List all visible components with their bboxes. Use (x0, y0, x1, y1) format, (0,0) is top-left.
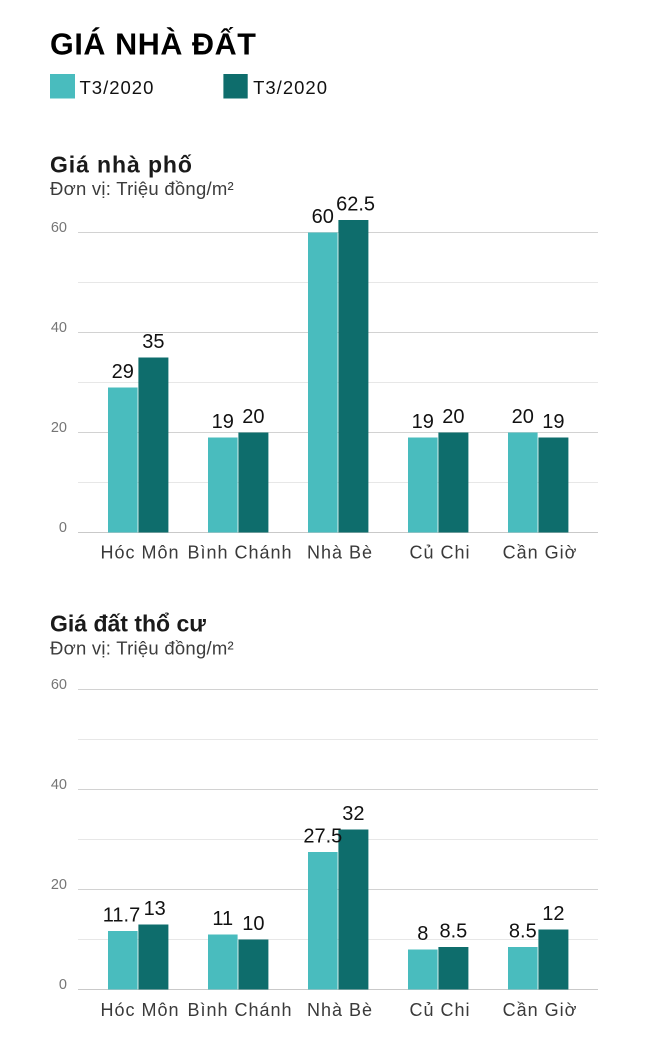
svg-text:20: 20 (51, 420, 67, 436)
svg-text:GIÁ NHÀ ĐẤT: GIÁ NHÀ ĐẤT (50, 27, 257, 62)
svg-text:35: 35 (142, 331, 164, 353)
svg-text:T3/2020: T3/2020 (80, 77, 155, 98)
svg-text:11.7: 11.7 (103, 905, 140, 927)
svg-text:0: 0 (59, 520, 67, 536)
svg-text:12: 12 (542, 903, 564, 925)
svg-text:19: 19 (542, 411, 564, 433)
svg-text:10: 10 (242, 913, 264, 935)
svg-text:Bình Chánh: Bình Chánh (187, 543, 292, 563)
svg-text:8.5: 8.5 (439, 921, 467, 943)
svg-text:32: 32 (342, 803, 364, 825)
svg-text:60: 60 (51, 220, 67, 236)
svg-text:Giá nhà phố: Giá nhà phố (50, 151, 193, 177)
svg-text:T3/2020: T3/2020 (253, 77, 328, 98)
svg-text:Củ Chi: Củ Chi (409, 1000, 470, 1020)
svg-text:27.5: 27.5 (303, 826, 342, 848)
svg-text:20: 20 (442, 406, 464, 428)
svg-text:Nhà Bè: Nhà Bè (307, 543, 373, 563)
svg-text:8: 8 (417, 923, 428, 945)
svg-text:60: 60 (51, 677, 67, 693)
svg-text:Đơn vị: Triệu đồng/m²: Đơn vị: Triệu đồng/m² (50, 178, 234, 199)
svg-text:40: 40 (51, 777, 67, 793)
svg-text:8.5: 8.5 (509, 921, 537, 943)
svg-text:Hóc Môn: Hóc Môn (100, 543, 179, 563)
svg-text:20: 20 (242, 406, 264, 428)
svg-text:29: 29 (112, 361, 134, 383)
svg-text:19: 19 (212, 411, 234, 433)
svg-text:0: 0 (59, 977, 67, 993)
svg-text:60: 60 (312, 206, 334, 228)
svg-text:20: 20 (51, 877, 67, 893)
svg-text:20: 20 (512, 406, 534, 428)
svg-text:Bình Chánh: Bình Chánh (187, 1000, 292, 1020)
svg-text:11: 11 (212, 908, 233, 930)
svg-text:Cần Giờ: Cần Giờ (503, 1000, 578, 1020)
svg-text:62.5: 62.5 (336, 194, 375, 216)
svg-text:Giá đất thổ cư: Giá đất thổ cư (50, 611, 206, 637)
svg-text:40: 40 (51, 320, 67, 336)
svg-text:Hóc Môn: Hóc Môn (100, 1000, 179, 1020)
svg-text:19: 19 (412, 411, 434, 433)
svg-text:Cần Giờ: Cần Giờ (503, 543, 578, 563)
svg-text:13: 13 (144, 898, 166, 920)
svg-text:Đơn vị: Triệu đồng/m²: Đơn vị: Triệu đồng/m² (50, 638, 234, 659)
svg-text:Nhà Bè: Nhà Bè (307, 1000, 373, 1020)
svg-text:Củ Chi: Củ Chi (409, 543, 470, 563)
